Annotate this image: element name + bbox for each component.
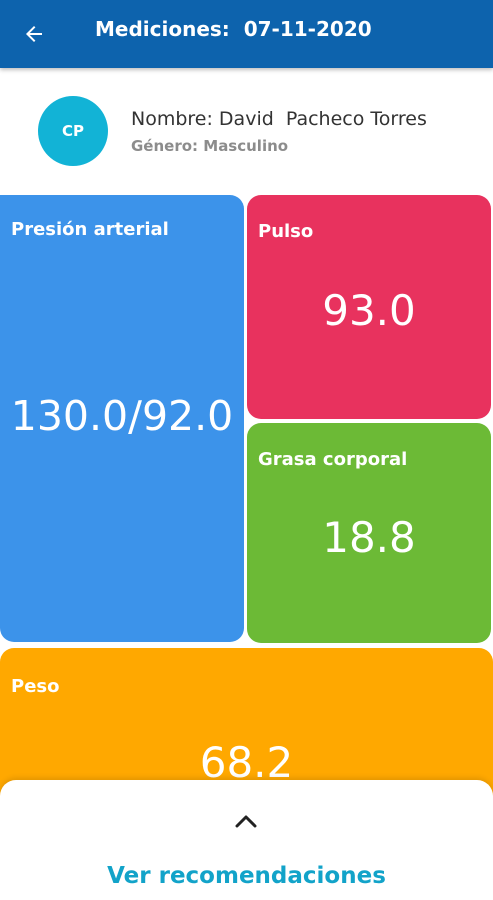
arrow-left-icon [26,26,42,42]
body-fat-label: Grasa corporal [258,449,408,470]
back-button[interactable] [14,14,54,54]
body-fat-value: 18.8 [322,513,416,562]
chevron-up-icon [235,815,257,828]
pulse-tile[interactable]: Pulso 93.0 [247,195,491,419]
blood-pressure-label: Presión arterial [11,219,169,240]
weight-label: Peso [11,676,60,697]
blood-pressure-tile[interactable]: Presión arterial 130.0/92.0 [0,195,244,642]
app-header: Mediciones: 07-11-2020 [0,0,493,68]
body-fat-tile[interactable]: Grasa corporal 18.8 [247,423,491,643]
patient-name: Nombre: David Pacheco Torres [131,108,427,130]
pulse-label: Pulso [258,221,314,242]
page-title: Mediciones: 07-11-2020 [95,17,372,41]
patient-info: CP Nombre: David Pacheco Torres Género: … [0,68,493,194]
blood-pressure-value: 130.0/92.0 [10,392,234,440]
recommendations-sheet: Ver recomendaciones [0,780,493,900]
expand-sheet-button[interactable] [226,806,266,836]
view-recommendations-button[interactable]: Ver recomendaciones [107,863,386,889]
avatar: CP [38,96,108,166]
weight-value: 68.2 [199,738,294,787]
pulse-value: 93.0 [322,286,416,335]
patient-gender: Género: Masculino [131,137,289,155]
